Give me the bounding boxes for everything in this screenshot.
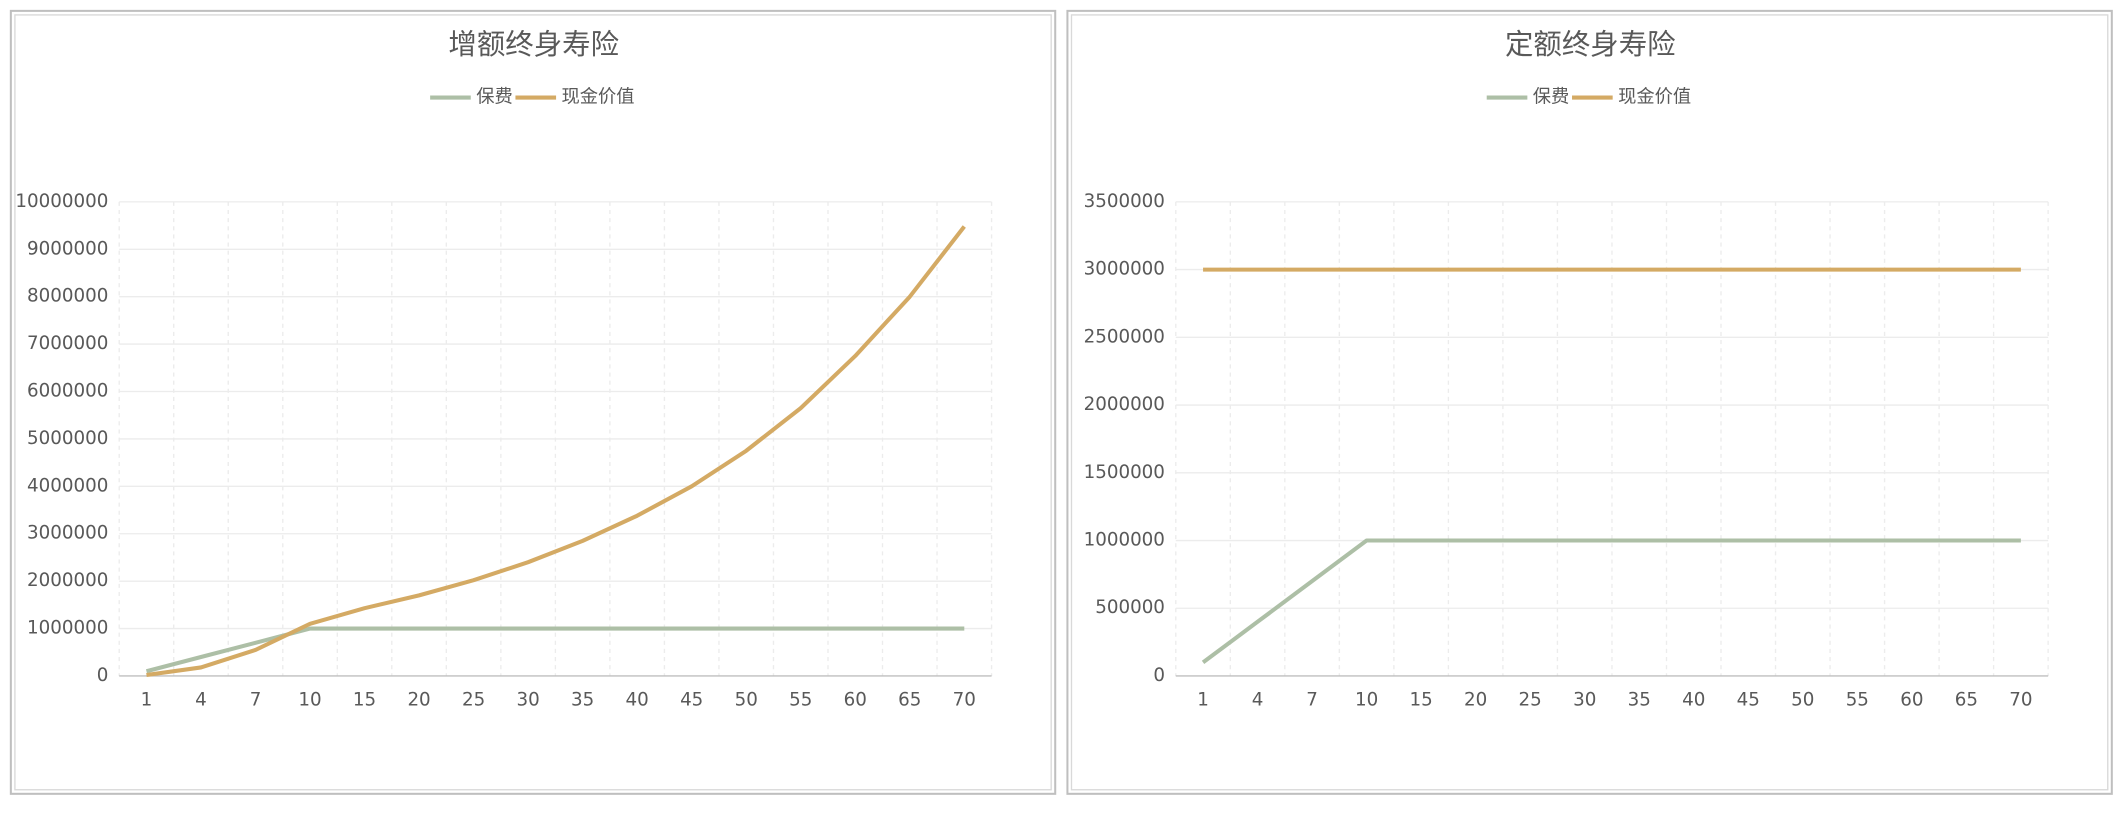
y-tick-label: 10000000 [15, 191, 108, 212]
x-tick-label: 25 [462, 689, 485, 710]
y-tick-label: 500000 [1095, 597, 1165, 618]
chart-frame-inner [14, 14, 1052, 791]
x-tick-label: 20 [1464, 689, 1487, 710]
chart-title: 增额终身寿险 [448, 28, 619, 61]
x-tick-label: 30 [1573, 689, 1596, 710]
x-tick-label: 4 [1252, 689, 1264, 710]
chart-title: 定额终身寿险 [1505, 28, 1676, 61]
y-tick-label: 5000000 [27, 428, 108, 449]
y-tick-label: 0 [1153, 665, 1165, 686]
y-tick-label: 8000000 [27, 286, 108, 307]
x-tick-label: 45 [680, 689, 703, 710]
x-tick-label: 15 [1410, 689, 1433, 710]
x-tick-label: 7 [250, 689, 262, 710]
legend-label: 现金价值 [561, 87, 634, 108]
x-tick-label: 60 [844, 689, 867, 710]
x-tick-label: 60 [1900, 689, 1923, 710]
x-tick-label: 25 [1519, 689, 1542, 710]
y-tick-label: 7000000 [27, 333, 108, 354]
x-tick-label: 35 [1628, 689, 1651, 710]
series-line [1201, 538, 2021, 665]
x-tick-label: 70 [953, 689, 976, 710]
y-tick-label: 3000000 [27, 523, 108, 544]
x-tick-label: 20 [407, 689, 430, 710]
y-tick-label: 4000000 [27, 475, 108, 496]
y-tick-label: 3500000 [1084, 191, 1165, 212]
x-tick-label: 55 [789, 689, 812, 710]
x-tick-label: 70 [2009, 689, 2032, 710]
y-tick-label: 2000000 [27, 570, 108, 591]
y-tick-label: 1000000 [27, 618, 108, 639]
y-tick-label: 2500000 [1084, 326, 1165, 347]
x-tick-label: 45 [1737, 689, 1760, 710]
chart-frame [9, 9, 1057, 795]
legend-label: 保费 [476, 87, 513, 108]
legend-label: 现金价值 [1618, 87, 1691, 108]
x-tick-label: 30 [516, 689, 539, 710]
x-tick-label: 1 [1197, 689, 1209, 710]
y-tick-label: 6000000 [27, 381, 108, 402]
x-tick-label: 40 [1682, 689, 1705, 710]
chart-frame-inner [1070, 14, 2109, 791]
chart-frame [1066, 9, 2113, 795]
y-tick-label: 9000000 [27, 238, 108, 259]
x-tick-label: 15 [353, 689, 376, 710]
series-line [146, 225, 966, 678]
x-tick-label: 1 [141, 689, 153, 710]
x-tick-label: 65 [898, 689, 921, 710]
y-tick-label: 2000000 [1084, 394, 1165, 415]
x-tick-label: 10 [298, 689, 321, 710]
x-tick-label: 55 [1846, 689, 1869, 710]
y-tick-label: 1000000 [1084, 530, 1165, 551]
y-tick-label: 1500000 [1084, 462, 1165, 483]
x-tick-label: 35 [571, 689, 594, 710]
x-tick-label: 50 [735, 689, 758, 710]
x-tick-label: 40 [626, 689, 649, 710]
x-tick-label: 50 [1791, 689, 1814, 710]
x-tick-label: 65 [1955, 689, 1978, 710]
y-tick-label: 0 [97, 665, 109, 686]
x-tick-label: 10 [1355, 689, 1378, 710]
y-tick-label: 3000000 [1084, 259, 1165, 280]
x-tick-label: 4 [195, 689, 207, 710]
x-tick-label: 7 [1306, 689, 1318, 710]
legend-label: 保费 [1533, 87, 1570, 108]
